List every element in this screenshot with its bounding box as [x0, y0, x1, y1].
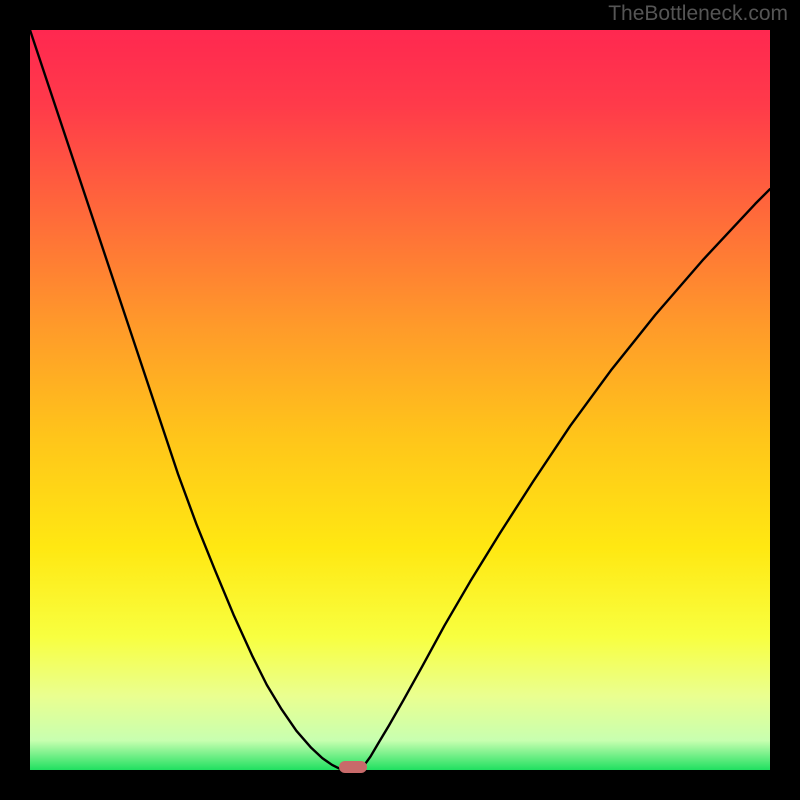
gradient-plot-area — [30, 30, 770, 770]
watermark-text: TheBottleneck.com — [608, 2, 788, 26]
chart-root: TheBottleneck.com — [0, 0, 800, 800]
